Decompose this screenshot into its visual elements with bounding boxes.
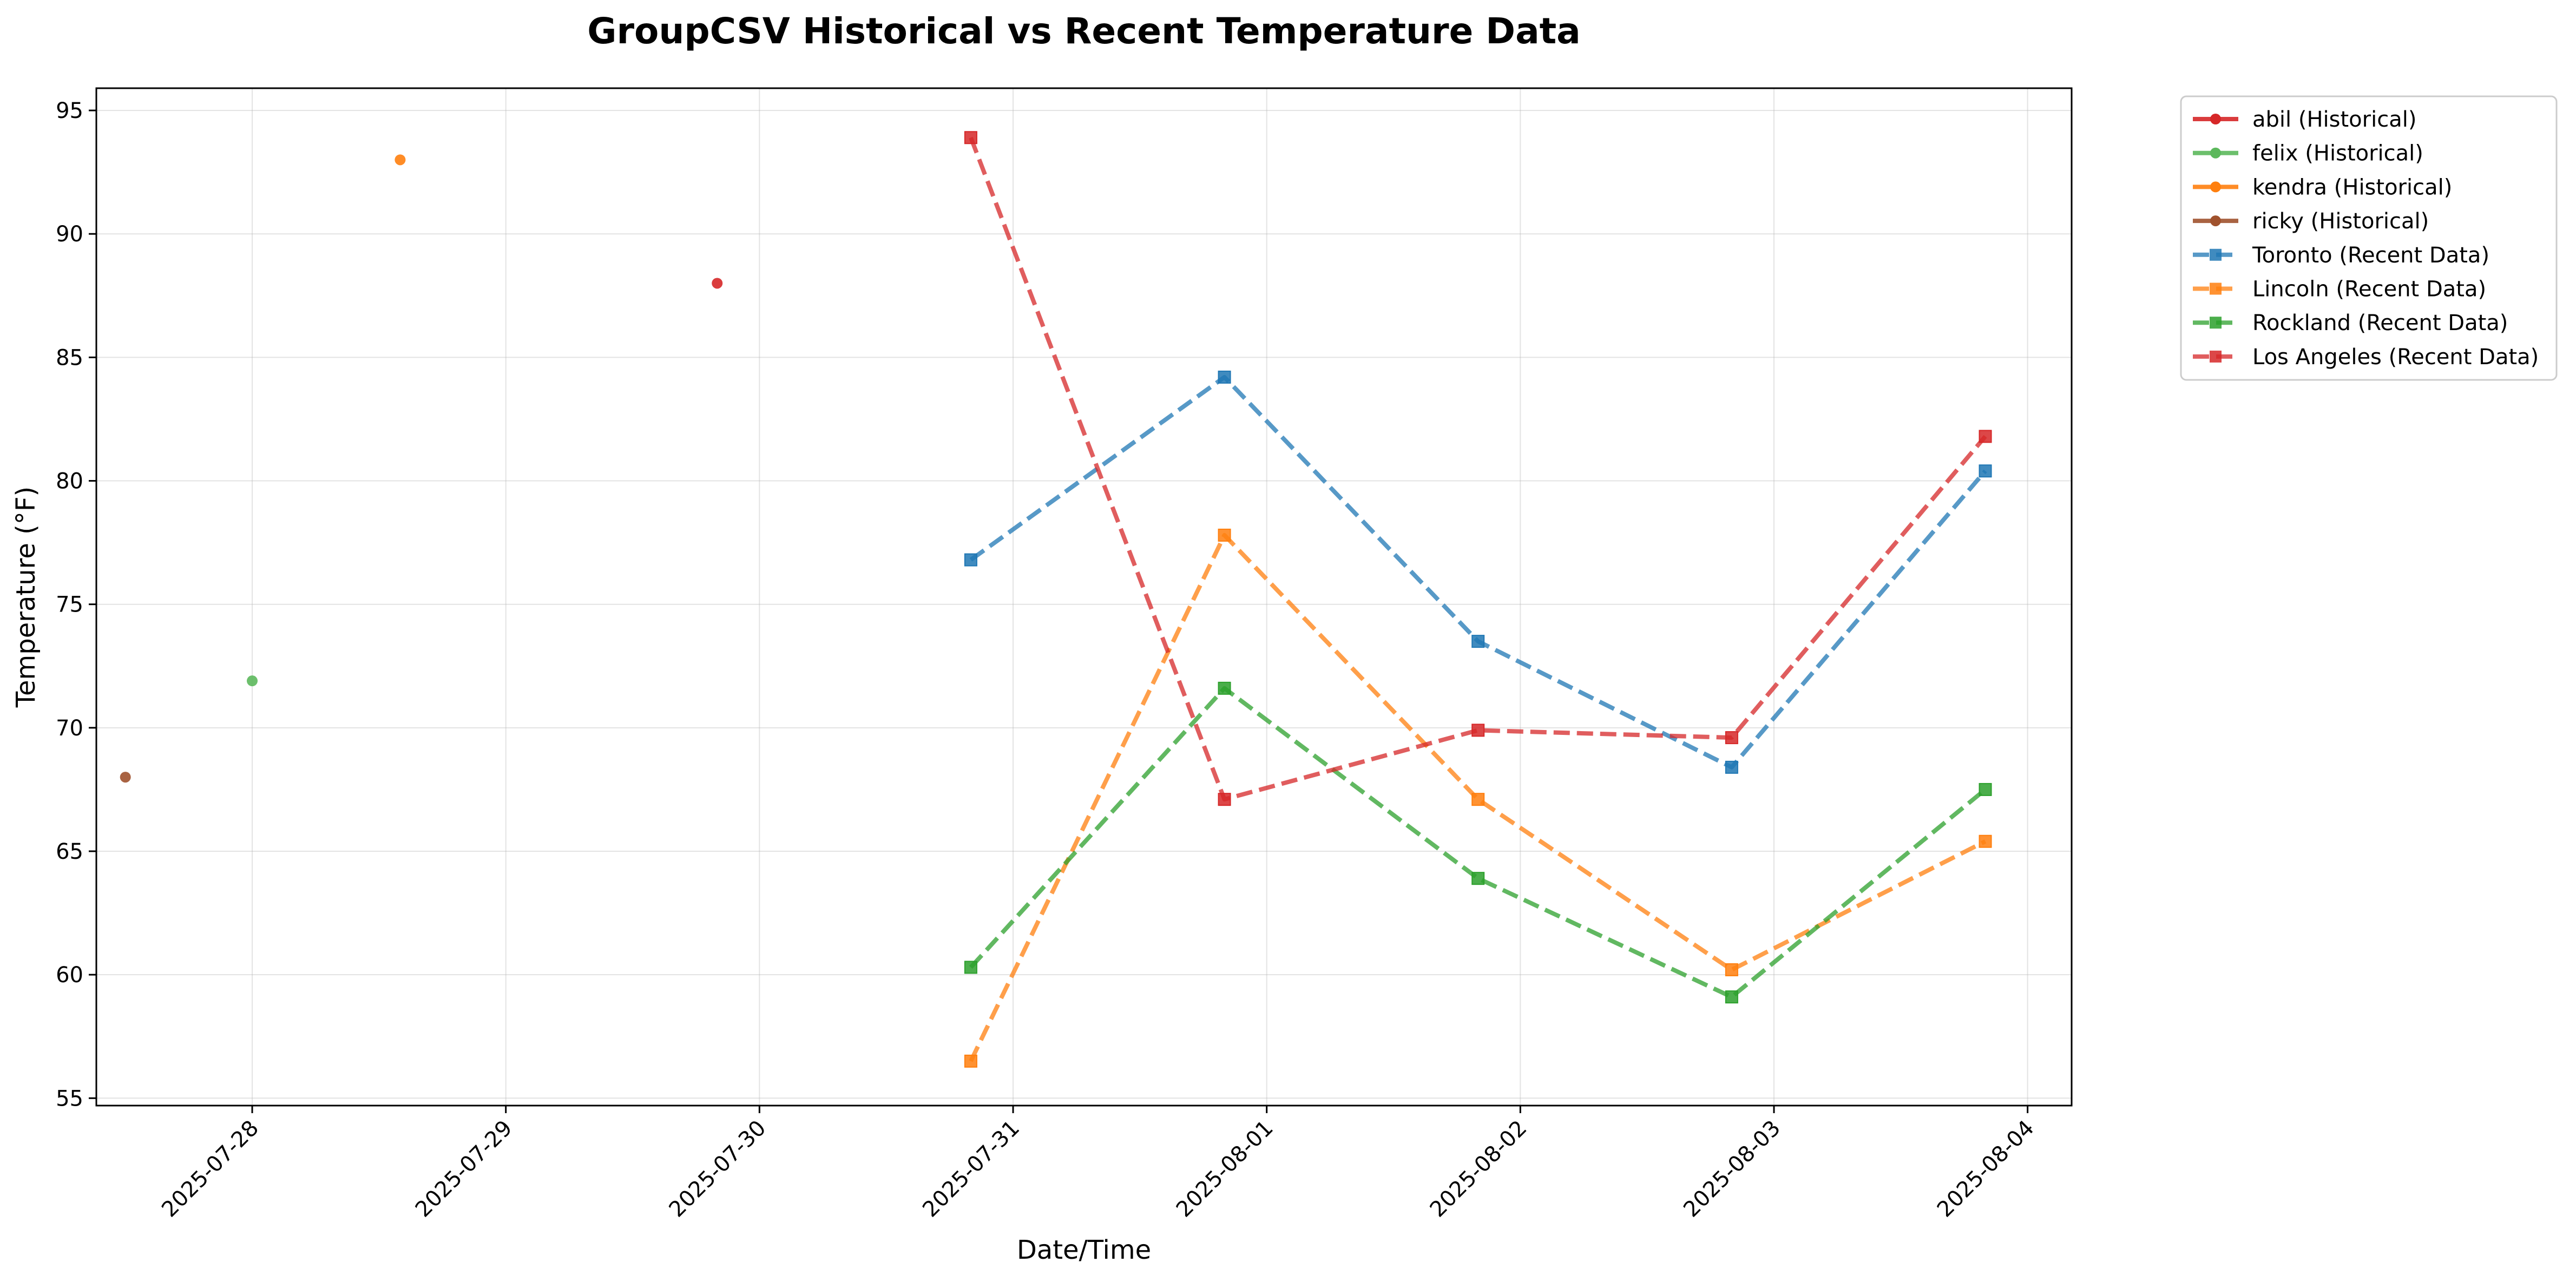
y-tick-label: 65 [56, 839, 83, 864]
legend-swatch-marker [2210, 147, 2221, 159]
legend-swatch-marker [2210, 248, 2222, 261]
legend-swatch-marker [2210, 181, 2221, 193]
legend-label: abil (Historical) [2252, 107, 2416, 132]
y-tick-label: 80 [56, 469, 83, 494]
x-tick-label: 2025-07-30 [665, 1116, 771, 1222]
data-point [1979, 430, 1992, 443]
legend-entry: Rockland (Recent Data) [2193, 311, 2508, 336]
y-tick-label: 90 [56, 222, 83, 247]
data-point [712, 278, 723, 289]
y-tick-label: 75 [56, 593, 83, 617]
series-4 [964, 370, 1992, 774]
legend-frame [2180, 95, 2558, 381]
data-point [1725, 990, 1738, 1004]
legend-swatch-marker [2210, 114, 2221, 124]
legend-entry: abil (Historical) [2193, 107, 2416, 132]
series-6 [964, 681, 1992, 1004]
legend-entry: Lincoln (Recent Data) [2193, 277, 2486, 302]
series-7 [964, 131, 1992, 806]
y-tick-label: 95 [56, 98, 83, 123]
y-axis-ticks: 55 60 65 70 75 80 85 90 95 [56, 98, 96, 1111]
legend-swatch-marker [2210, 317, 2222, 329]
data-point [964, 553, 977, 567]
legend-swatch-marker [2210, 282, 2222, 295]
data-point [1471, 793, 1485, 806]
legend-swatch-marker [2210, 215, 2221, 227]
y-axis-label: Temperature (°F) [11, 486, 41, 708]
x-tick-label: 2025-08-02 [1425, 1116, 1532, 1222]
data-point [1218, 681, 1231, 695]
plot-frame [95, 87, 2073, 1107]
legend-entry: kendra (Historical) [2193, 175, 2452, 200]
data-point [1471, 635, 1485, 648]
legend-swatch-marker [2210, 350, 2222, 363]
data-point [1218, 528, 1231, 542]
x-axis-label: Date/Time [1017, 1235, 1151, 1265]
y-tick-label: 60 [56, 963, 83, 988]
legend-entry: felix (Historical) [2193, 141, 2423, 166]
series-3 [120, 772, 131, 783]
legend-label: Rockland (Recent Data) [2252, 311, 2508, 336]
legend-label: ricky (Historical) [2252, 209, 2429, 234]
data-point [120, 772, 131, 783]
legend-label: Toronto (Recent Data) [2252, 243, 2489, 268]
x-tick-label: 2025-07-28 [157, 1116, 264, 1222]
x-tick-label: 2025-07-31 [918, 1116, 1024, 1222]
series-line [969, 374, 1987, 770]
legend-entry: ricky (Historical) [2193, 209, 2429, 234]
y-tick-label: 85 [56, 345, 83, 370]
data-point [1218, 370, 1231, 384]
data-point [1979, 464, 1992, 478]
data-point [395, 154, 406, 166]
x-tick-label: 2025-08-04 [1933, 1116, 2039, 1222]
series-2 [395, 154, 406, 166]
data-point [964, 1054, 977, 1068]
data-point [1725, 963, 1738, 977]
x-tick-label: 2025-08-03 [1679, 1116, 1785, 1222]
legend: abil (Historical) felix (Historical) kendr… [2180, 95, 2558, 381]
series-line [969, 686, 1987, 1000]
data-point [1979, 783, 1992, 796]
series-1 [247, 675, 258, 687]
legend-label: Los Angeles (Recent Data) [2252, 345, 2539, 370]
x-axis-ticks: 2025-07-28 2025-07-29 2025-07-30 2025-07-31… [157, 1106, 2039, 1222]
legend-entry: Toronto (Recent Data) [2193, 243, 2489, 268]
legend-label: felix (Historical) [2252, 141, 2423, 166]
data-point [1218, 793, 1231, 806]
data-point [1471, 872, 1485, 885]
data-point [247, 675, 258, 687]
legend-entry: Los Angeles (Recent Data) [2193, 345, 2539, 370]
series-0 [712, 278, 723, 289]
data-point [1979, 834, 1992, 848]
data-point [1471, 724, 1485, 737]
series-line [969, 136, 1987, 802]
x-tick-label: 2025-08-01 [1172, 1116, 1278, 1222]
legend-label: Lincoln (Recent Data) [2252, 277, 2486, 302]
y-tick-label: 55 [56, 1086, 83, 1111]
series-5 [964, 528, 1992, 1068]
x-tick-label: 2025-07-29 [411, 1116, 517, 1222]
grid-lines [96, 88, 2072, 1106]
plot-series [120, 131, 1992, 1068]
data-point [1725, 731, 1738, 745]
data-point [964, 961, 977, 974]
y-tick-label: 70 [56, 716, 83, 741]
data-point [964, 131, 977, 144]
data-point [1725, 760, 1738, 774]
chart-title: GroupCSV Historical vs Recent Temperatur… [587, 10, 1580, 52]
legend-label: kendra (Historical) [2252, 175, 2452, 200]
